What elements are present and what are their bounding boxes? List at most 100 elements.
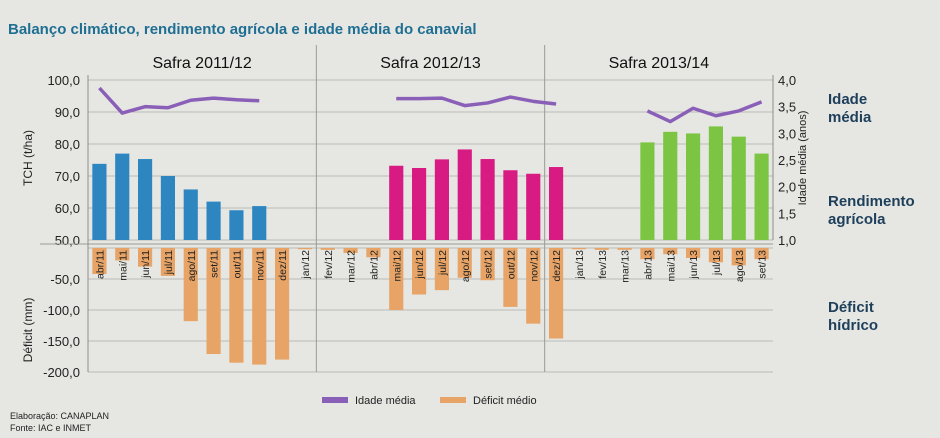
tch-bar bbox=[115, 153, 130, 240]
idade-tick-label: 4,0 bbox=[778, 73, 796, 88]
month-tick-label: fev/13 bbox=[597, 250, 609, 279]
deficit-bar bbox=[526, 248, 541, 324]
idade-tick-label: 1,5 bbox=[778, 206, 796, 221]
month-tick-label: nov/12 bbox=[528, 250, 540, 282]
idade-tick-label: 2,0 bbox=[778, 180, 796, 195]
month-tick-label: mar/12 bbox=[346, 250, 358, 283]
deficit-bar bbox=[731, 248, 746, 266]
month-tick-label: mai/13 bbox=[665, 250, 677, 282]
idade-axis-title: Idade média (anos) bbox=[797, 111, 809, 206]
deficit-bar bbox=[480, 248, 495, 281]
side-label-idade-line2: média bbox=[828, 109, 872, 126]
month-tick-label: ago/11 bbox=[186, 250, 198, 281]
month-tick-label: jan/12 bbox=[300, 250, 312, 280]
tch-bar bbox=[526, 173, 541, 240]
tch-bar bbox=[686, 133, 701, 240]
idade-tick-label: 3,0 bbox=[778, 126, 796, 141]
tch-axis-title: TCH (t/ha) bbox=[21, 130, 35, 186]
deficit-bar bbox=[320, 248, 335, 250]
deficit-bar bbox=[92, 248, 107, 275]
tch-bar bbox=[183, 189, 198, 240]
deficit-bar bbox=[252, 248, 267, 365]
deficit-bar bbox=[412, 248, 427, 295]
tch-tick-label: 70,0 bbox=[55, 169, 80, 184]
tch-bar bbox=[138, 159, 153, 240]
month-tick-label: jun/13 bbox=[688, 250, 700, 280]
side-label-rendimento-line1: Rendimento bbox=[828, 193, 915, 210]
month-tick-label: jul/12 bbox=[437, 250, 449, 276]
side-label-deficit-line1: Déficit bbox=[828, 299, 874, 316]
month-tick-label: dez/11 bbox=[277, 250, 289, 281]
month-tick-label: abr/12 bbox=[368, 250, 380, 280]
month-tick-label: nov/11 bbox=[254, 250, 266, 281]
tch-bar bbox=[457, 149, 472, 240]
deficit-bar bbox=[754, 248, 769, 260]
deficit-bar bbox=[160, 248, 175, 276]
month-tick-label: jun/12 bbox=[414, 250, 426, 280]
tch-tick-label: 60,0 bbox=[55, 201, 80, 216]
legend-label-idade: Idade média bbox=[355, 395, 416, 407]
tch-bar bbox=[252, 206, 267, 240]
deficit-bar bbox=[206, 248, 221, 355]
deficit-bar bbox=[389, 248, 404, 310]
deficit-bar bbox=[434, 248, 449, 291]
tch-bar bbox=[160, 176, 175, 240]
deficit-bar bbox=[686, 248, 701, 258]
deficit-bar bbox=[617, 248, 632, 250]
month-tick-label: fev/12 bbox=[323, 250, 335, 279]
tch-bar bbox=[503, 170, 518, 240]
month-tick-label: jan/13 bbox=[574, 250, 586, 280]
month-tick-label: set/12 bbox=[483, 250, 495, 279]
legend-label-deficit: Déficit médio bbox=[473, 395, 537, 407]
tch-tick-label: 80,0 bbox=[55, 137, 80, 152]
legend: Idade média Déficit médio bbox=[322, 395, 537, 407]
tch-bar bbox=[412, 168, 427, 240]
footer-fonte: Fonte: IAC e INMET bbox=[10, 423, 92, 433]
plot-area: 100,0 90,0 80,0 70,0 60,0 50,0 4,0 3,5 3,0 2,5 2,0… bbox=[21, 45, 809, 380]
side-label-deficit-line2: hídrico bbox=[828, 317, 878, 334]
idade-tick-label: 2,5 bbox=[778, 153, 796, 168]
deficit-bar bbox=[594, 248, 609, 250]
month-tick-label: mar/13 bbox=[620, 250, 632, 283]
month-tick-label: ago/13 bbox=[734, 250, 746, 282]
month-tick-label: dez/12 bbox=[551, 250, 563, 282]
deficit-bar bbox=[229, 248, 244, 363]
footer-elaboracao: Elaboração: CANAPLAN bbox=[10, 411, 109, 421]
deficit-bar bbox=[549, 248, 564, 339]
month-tick-label: ago/12 bbox=[460, 250, 472, 282]
deficit-bar bbox=[503, 248, 518, 307]
deficit-bar bbox=[457, 248, 472, 278]
month-tick-label: jul/13 bbox=[711, 250, 723, 276]
side-label-rendimento-line2: agrícola bbox=[828, 211, 886, 228]
idade-line-segment bbox=[396, 95, 557, 108]
month-tick-label: jun/11 bbox=[140, 250, 152, 279]
deficit-bar bbox=[297, 248, 312, 250]
month-tick-label: jul/11 bbox=[163, 250, 175, 275]
tch-bar bbox=[731, 136, 746, 240]
deficit-tick-label: -200,0 bbox=[43, 365, 80, 380]
tch-bar bbox=[389, 165, 404, 240]
safra-label: Safra 2011/12 bbox=[152, 55, 251, 72]
side-label-deficit: Déficit hídrico bbox=[828, 299, 878, 334]
deficit-bar bbox=[115, 248, 130, 261]
tch-tick-label: 100,0 bbox=[47, 73, 80, 88]
deficit-bar bbox=[183, 248, 198, 322]
deficit-tick-label: -150,0 bbox=[43, 334, 80, 349]
tch-tick-label: 50,0 bbox=[55, 233, 80, 248]
idade-tick-label: 1,0 bbox=[778, 233, 796, 248]
tch-bar bbox=[708, 126, 723, 240]
safra-label: Safra 2012/13 bbox=[380, 55, 481, 72]
month-tick-label: set/13 bbox=[757, 250, 769, 279]
idade-line-segment bbox=[98, 86, 260, 115]
deficit-axis-title: Déficit (mm) bbox=[21, 298, 35, 363]
month-tick-label: abr/11 bbox=[94, 250, 106, 279]
deficit-bar bbox=[366, 248, 381, 258]
month-tick-label: set/11 bbox=[209, 250, 221, 278]
month-tick-label: out/12 bbox=[505, 250, 517, 279]
deficit-bar bbox=[275, 248, 290, 360]
chart-title: Balanço climático, rendimento agrícola e… bbox=[8, 21, 477, 38]
side-label-idade: Idade média bbox=[828, 91, 872, 126]
idade-tick-label: 3,5 bbox=[778, 100, 796, 115]
month-tick-label: abr/13 bbox=[642, 250, 654, 280]
